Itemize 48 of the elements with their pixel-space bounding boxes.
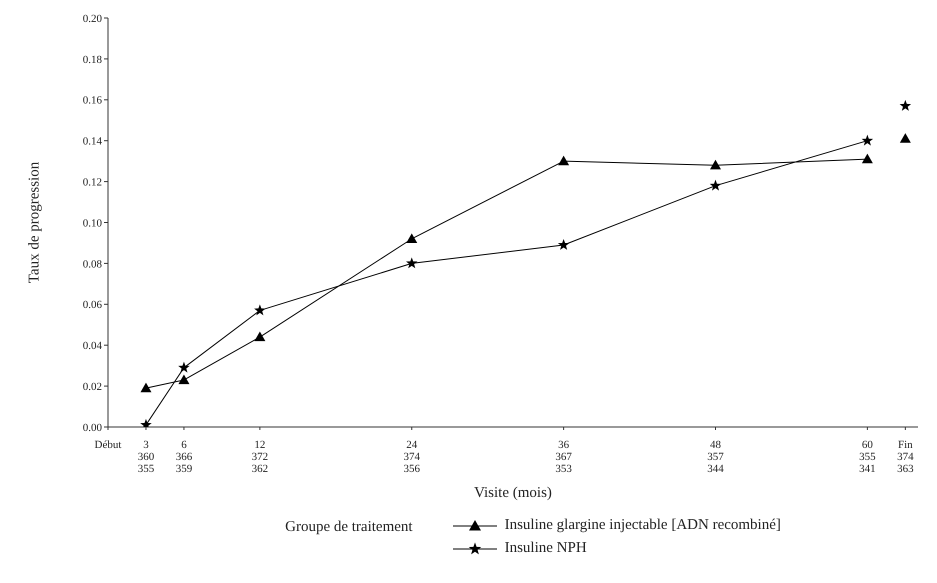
x-tick-label: Fin: [898, 438, 914, 451]
x-tick-label: 48: [710, 438, 722, 451]
text: 366 359: [176, 450, 193, 475]
text: 367 353: [555, 450, 572, 475]
x-tick-label: 12: [254, 438, 266, 451]
legend-label: Insuline NPH: [504, 540, 587, 557]
x-tick-label: 3: [143, 438, 150, 451]
text: 355 341: [859, 450, 876, 475]
legend-title: Groupe de traitement: [285, 518, 413, 536]
point: [710, 160, 721, 170]
y-tick-label: 0.20: [82, 12, 102, 25]
point: [558, 156, 570, 166]
point: [900, 133, 911, 143]
legend-label: Insuline glargine injectable [ADN recombiné]: [504, 517, 781, 534]
point: [710, 180, 722, 191]
y-tick-label: 0.04: [82, 340, 102, 352]
y-tick-label: 0.10: [82, 217, 102, 230]
x-tick-label: 24: [406, 438, 418, 451]
y-tick-label: 0.12: [82, 176, 102, 189]
y-tick-label: 0.08: [82, 258, 102, 270]
point: [178, 362, 190, 373]
point: [254, 304, 266, 316]
x-tick-label: 60: [862, 438, 874, 451]
x-tick-label: 36: [558, 438, 570, 451]
point: [178, 374, 190, 384]
x-tick-label: 6: [181, 438, 188, 451]
x-tick-label: Début: [94, 438, 122, 451]
text: 372 362: [252, 450, 268, 475]
point: [862, 154, 873, 164]
y-tick-label: 0.18: [82, 54, 102, 66]
y-tick-label: 0.00: [82, 422, 102, 434]
point: [862, 134, 874, 146]
y-tick-label: 0.02: [82, 381, 102, 394]
point: [140, 382, 152, 392]
text: 360 355: [138, 450, 155, 475]
text: 374 363: [897, 450, 914, 475]
point: [406, 233, 418, 243]
point: [406, 257, 418, 268]
y-tick-label: 0.14: [82, 136, 102, 148]
y-axis-title: Taux de progression: [26, 161, 42, 284]
x-axis-title: Visite (mois): [474, 485, 552, 501]
text: 357 344: [707, 450, 724, 475]
point: [900, 100, 912, 111]
point: [558, 238, 570, 250]
text: 374 356: [404, 450, 420, 475]
y-tick-label: 0.06: [82, 299, 102, 312]
point: [254, 332, 266, 342]
y-tick-label: 0.16: [82, 94, 102, 107]
